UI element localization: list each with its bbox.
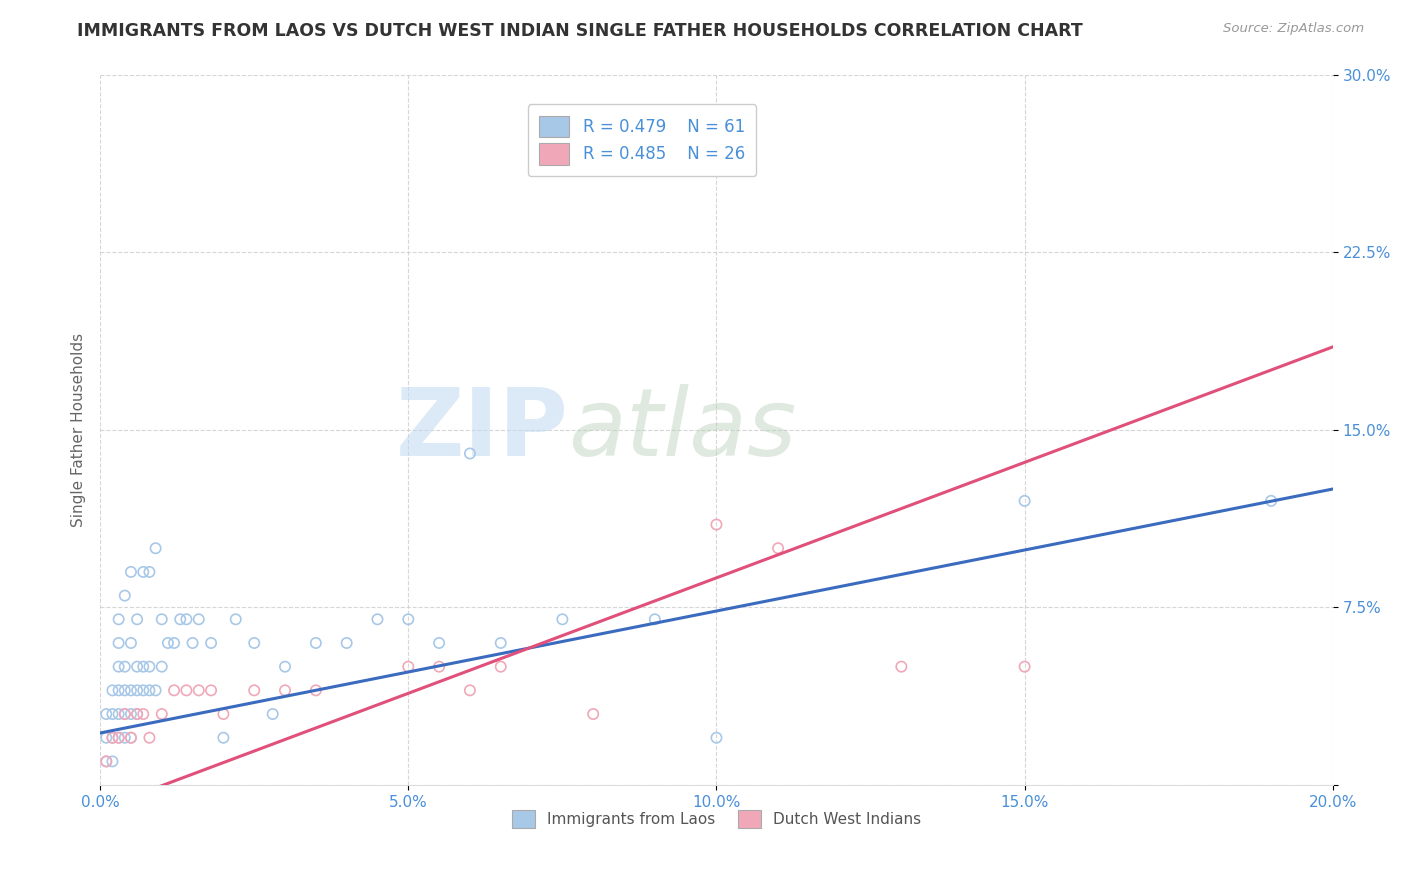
- Point: [107, 706, 129, 721]
- Point: [127, 612, 149, 626]
- Point: [114, 683, 136, 698]
- Point: [120, 731, 142, 745]
- Point: [200, 683, 222, 698]
- Point: [1260, 494, 1282, 508]
- Point: [107, 659, 129, 673]
- Point: [890, 659, 912, 673]
- Point: [243, 683, 266, 698]
- Point: [163, 683, 186, 698]
- Point: [132, 683, 155, 698]
- Point: [114, 589, 136, 603]
- Point: [120, 565, 142, 579]
- Point: [200, 636, 222, 650]
- Point: [120, 683, 142, 698]
- Point: [107, 731, 129, 745]
- Point: [187, 612, 209, 626]
- Text: ZIP: ZIP: [395, 384, 568, 475]
- Point: [132, 706, 155, 721]
- Point: [396, 659, 419, 673]
- Point: [706, 731, 728, 745]
- Point: [156, 636, 179, 650]
- Point: [582, 706, 605, 721]
- Point: [96, 755, 118, 769]
- Legend: Immigrants from Laos, Dutch West Indians: Immigrants from Laos, Dutch West Indians: [506, 804, 928, 834]
- Point: [305, 636, 328, 650]
- Point: [101, 683, 124, 698]
- Point: [114, 659, 136, 673]
- Point: [169, 612, 191, 626]
- Point: [101, 731, 124, 745]
- Point: [132, 659, 155, 673]
- Point: [138, 659, 160, 673]
- Point: [107, 636, 129, 650]
- Point: [150, 706, 173, 721]
- Point: [101, 755, 124, 769]
- Point: [644, 612, 666, 626]
- Point: [212, 731, 235, 745]
- Point: [127, 706, 149, 721]
- Text: atlas: atlas: [568, 384, 797, 475]
- Point: [305, 683, 328, 698]
- Point: [181, 636, 204, 650]
- Point: [1014, 659, 1036, 673]
- Y-axis label: Single Father Households: Single Father Households: [72, 333, 86, 527]
- Point: [396, 612, 419, 626]
- Point: [366, 612, 388, 626]
- Point: [274, 659, 297, 673]
- Point: [120, 636, 142, 650]
- Point: [96, 706, 118, 721]
- Point: [138, 731, 160, 745]
- Point: [101, 731, 124, 745]
- Point: [163, 636, 186, 650]
- Point: [127, 706, 149, 721]
- Point: [96, 731, 118, 745]
- Point: [150, 612, 173, 626]
- Point: [107, 612, 129, 626]
- Point: [176, 612, 198, 626]
- Point: [243, 636, 266, 650]
- Point: [107, 683, 129, 698]
- Text: IMMIGRANTS FROM LAOS VS DUTCH WEST INDIAN SINGLE FATHER HOUSEHOLDS CORRELATION C: IMMIGRANTS FROM LAOS VS DUTCH WEST INDIA…: [77, 22, 1083, 40]
- Point: [458, 683, 481, 698]
- Point: [225, 612, 247, 626]
- Point: [176, 683, 198, 698]
- Point: [1014, 494, 1036, 508]
- Point: [766, 541, 789, 556]
- Point: [274, 683, 297, 698]
- Point: [489, 659, 512, 673]
- Point: [262, 706, 284, 721]
- Point: [336, 636, 359, 650]
- Point: [145, 541, 167, 556]
- Text: Source: ZipAtlas.com: Source: ZipAtlas.com: [1223, 22, 1364, 36]
- Point: [212, 706, 235, 721]
- Point: [138, 683, 160, 698]
- Point: [551, 612, 574, 626]
- Point: [96, 755, 118, 769]
- Point: [120, 731, 142, 745]
- Point: [145, 683, 167, 698]
- Point: [706, 517, 728, 532]
- Point: [138, 565, 160, 579]
- Point: [127, 683, 149, 698]
- Point: [101, 706, 124, 721]
- Point: [114, 731, 136, 745]
- Point: [132, 565, 155, 579]
- Point: [114, 706, 136, 721]
- Point: [458, 446, 481, 460]
- Point: [114, 706, 136, 721]
- Point: [427, 659, 450, 673]
- Point: [107, 731, 129, 745]
- Point: [427, 636, 450, 650]
- Point: [127, 659, 149, 673]
- Point: [120, 706, 142, 721]
- Point: [187, 683, 209, 698]
- Point: [489, 636, 512, 650]
- Point: [150, 659, 173, 673]
